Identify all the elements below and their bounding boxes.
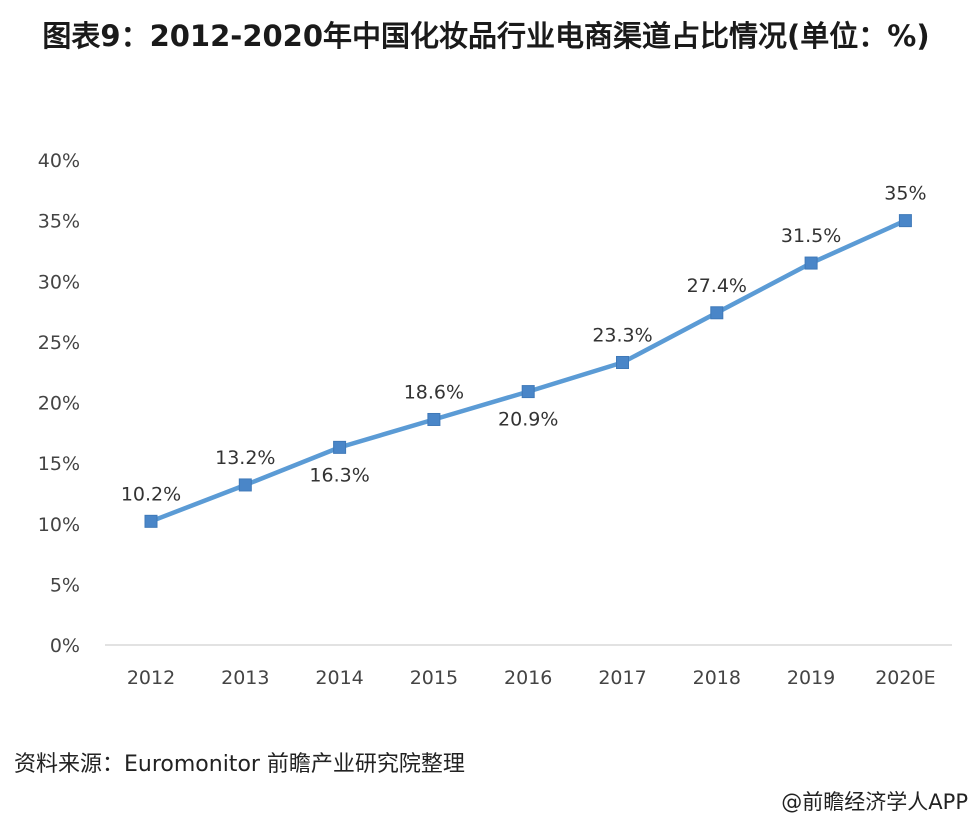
- x-tick-label: 2013: [221, 667, 269, 689]
- x-tick-label: 2016: [504, 667, 552, 689]
- x-tick-label: 2015: [410, 667, 458, 689]
- x-tick-label: 2014: [315, 667, 363, 689]
- data-point: [144, 514, 158, 528]
- y-tick-label: 10%: [38, 514, 80, 536]
- data-label: 10.2%: [121, 483, 181, 505]
- source-note: 资料来源：Euromonitor 前瞻产业研究院整理: [14, 752, 465, 777]
- data-label: 20.9%: [498, 409, 558, 431]
- line-chart: 0%5%10%15%20%25%30%35%40% 2012 2013 2014 20…: [38, 150, 952, 689]
- data-point: [333, 440, 347, 454]
- y-tick-label: 5%: [50, 574, 80, 596]
- data-label: 16.3%: [309, 464, 369, 486]
- data-point: [804, 256, 818, 270]
- data-label: 35%: [884, 183, 926, 205]
- data-label: 13.2%: [215, 447, 275, 469]
- y-tick-label: 25%: [38, 332, 80, 354]
- y-tick-label: 15%: [38, 453, 80, 475]
- x-tick-label: 2019: [787, 667, 835, 689]
- y-axis: 0% 5% 10% 15% 20% 25% 30% 35% 40%: [38, 150, 80, 657]
- data-point: [710, 306, 724, 320]
- y-tick-label: 35%: [38, 211, 80, 233]
- y-tick-label: 20%: [38, 393, 80, 415]
- y-tick-label: 40%: [38, 150, 80, 172]
- data-label: 23.3%: [592, 324, 652, 346]
- chart-title: 图表9：2012-2020年中国化妆品行业电商渠道占比情况(单位：%): [42, 19, 930, 53]
- data-point: [898, 214, 912, 228]
- brand-watermark: @前瞻经济学人APP: [781, 790, 968, 814]
- x-axis: 2012 2013 2014 2015 2016 2017 2018 2019 2020E: [127, 667, 936, 689]
- data-labels: 10.2% 13.2% 16.3% 18.6% 20.9% 23.3% 27.4% 31.5%…: [121, 183, 927, 506]
- data-label: 27.4%: [687, 275, 747, 297]
- data-point: [616, 355, 629, 369]
- data-point: [427, 412, 441, 426]
- y-tick-label: 30%: [38, 271, 80, 293]
- data-point: [521, 385, 535, 399]
- x-tick-label: 2020E: [875, 667, 935, 689]
- x-tick-label: 2012: [127, 667, 175, 689]
- data-label: 31.5%: [781, 225, 841, 247]
- x-tick-label: 2018: [693, 667, 741, 689]
- data-point: [238, 478, 252, 492]
- series-line: [148, 218, 908, 524]
- data-label: 18.6%: [404, 381, 464, 403]
- x-tick-label: 2017: [598, 667, 646, 689]
- y-tick-label: 0%: [50, 635, 80, 657]
- series-ecommerce-share: [144, 214, 912, 528]
